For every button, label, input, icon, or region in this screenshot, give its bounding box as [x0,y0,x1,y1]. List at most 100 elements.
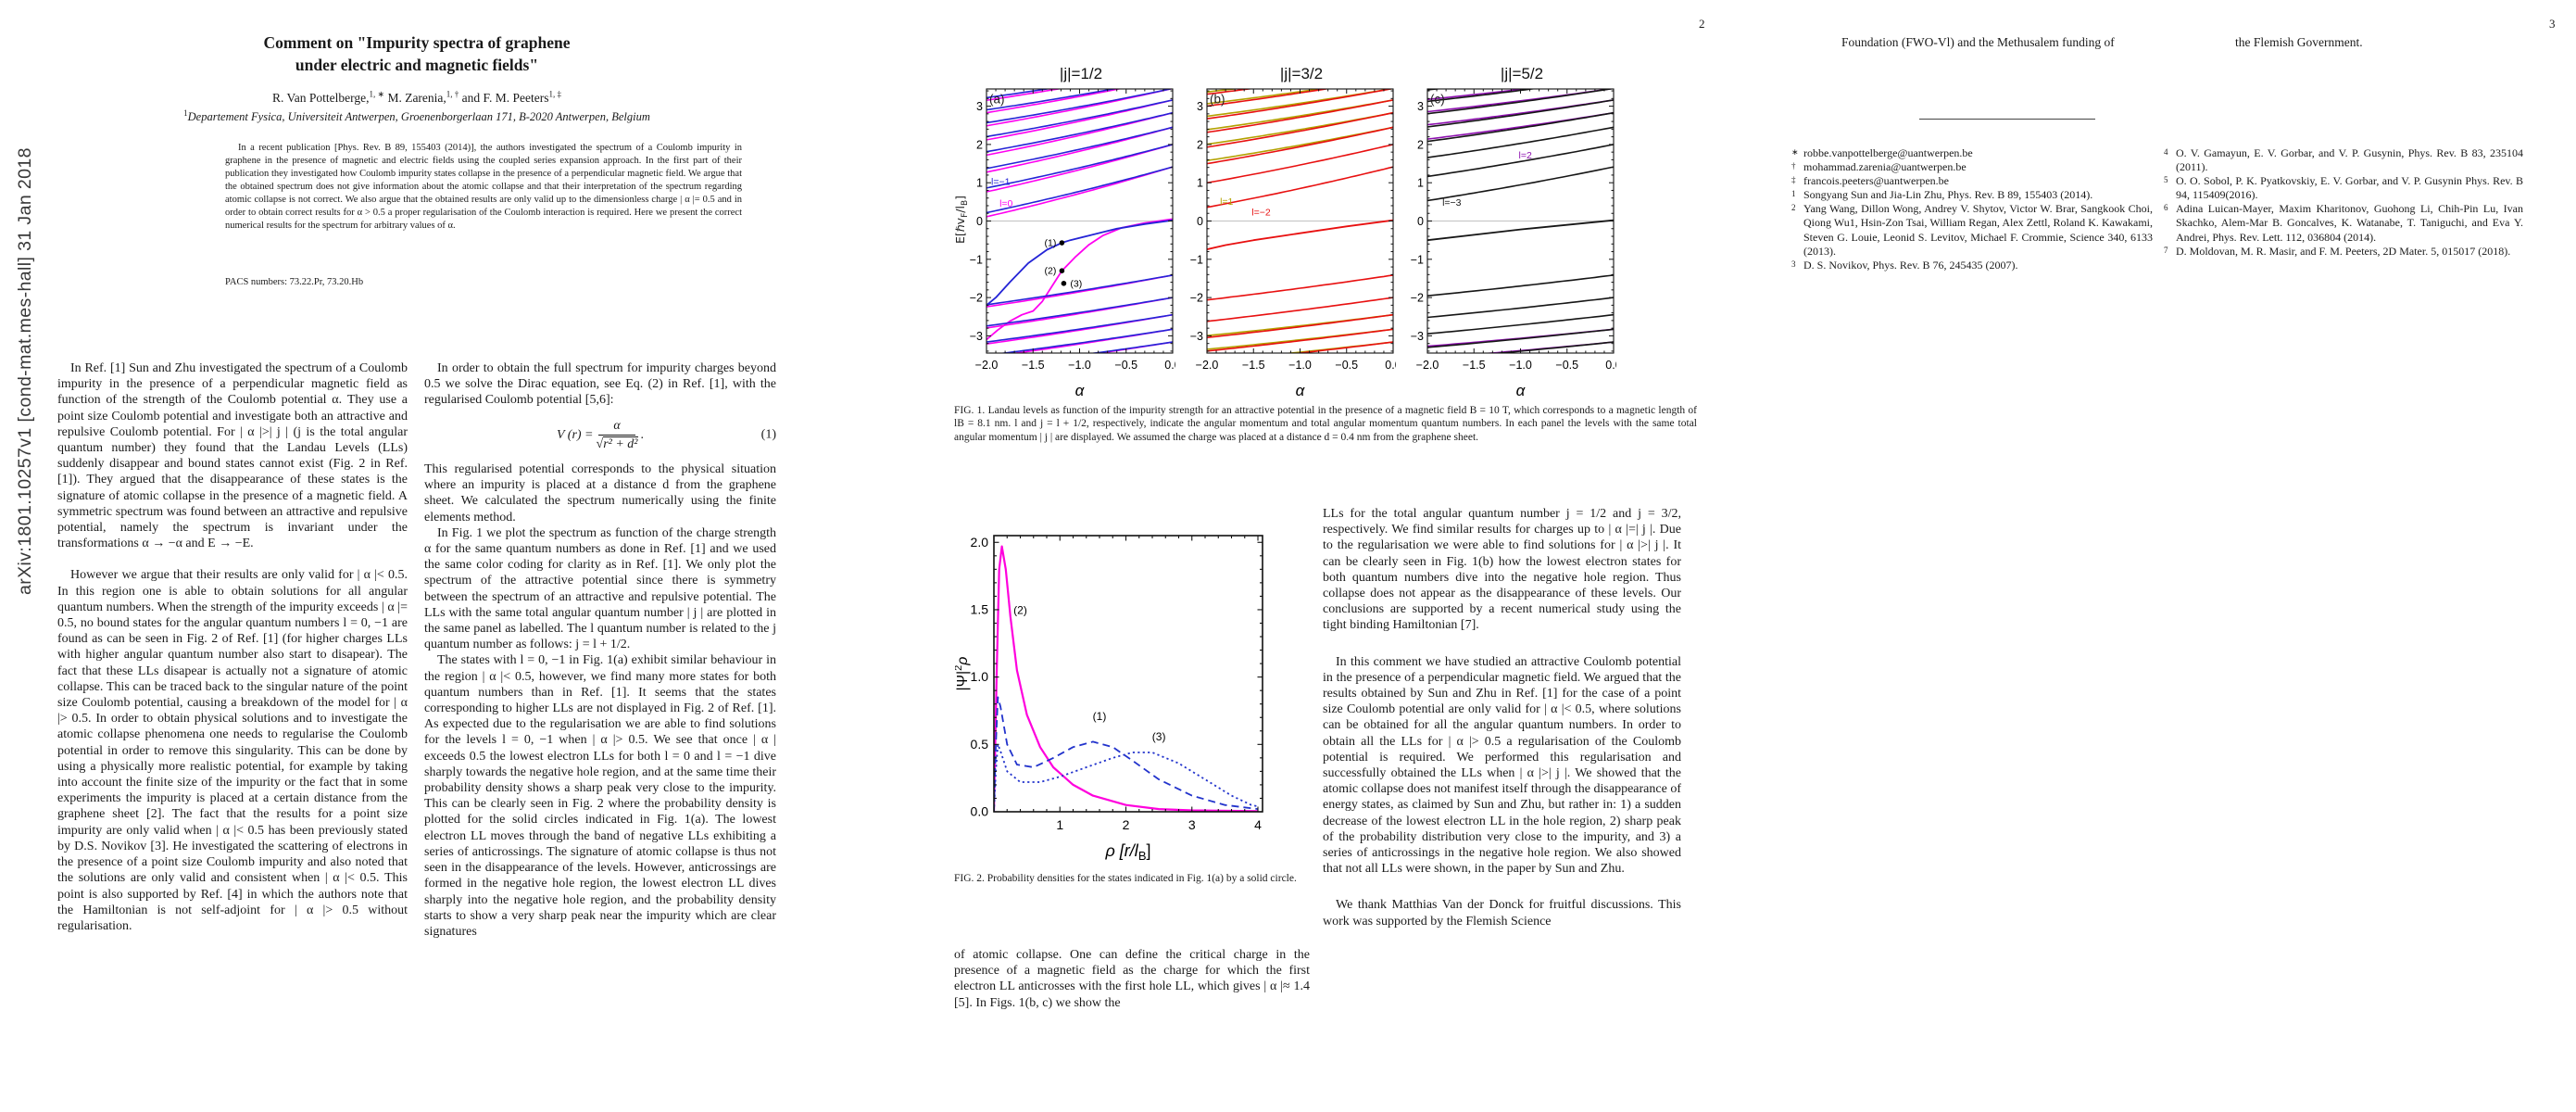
page3-text-left: Foundation (FWO-Vl) and the Methusalem f… [1841,35,2115,49]
figure-2-caption: FIG. 2. Probability densities for the st… [954,873,1297,884]
svg-text:(2): (2) [1013,603,1027,616]
svg-text:−2: −2 [1190,292,1203,305]
svg-text:4: 4 [1254,817,1262,832]
svg-text:−1.0: −1.0 [1288,359,1312,372]
svg-text:(1): (1) [1045,238,1057,249]
figure1-panel-b: |j|=3/2 −2.0 −1.5 −1.0 −0.5 0.0 −3 −2 −1 0 1 2 3 α (b… [1190,65,1396,404]
svg-text:2.0: 2.0 [971,535,989,550]
svg-text:−2: −2 [970,292,983,305]
abstract: In a recent publication [Phys. Rev. B 89… [225,143,742,231]
svg-text:−3: −3 [1411,330,1424,343]
figure1-panel-a: |j|=1/2 −2.0 −1.5 −1.0 −0.5 0.0 −3 −2 −1 0 1 2 3 α (a… [970,65,1175,404]
svg-text:0.0: 0.0 [1385,359,1396,372]
figure1-panel-c: |j|=5/2 −2.0 −1.5 −1.0 −0.5 0.0 −3 −2 −1 0 1 2 3 α (c… [1411,65,1616,404]
svg-text:−3: −3 [970,330,983,343]
svg-text:(1): (1) [1093,710,1107,723]
body-paragraph: This regularised potential corresponds t… [424,462,776,524]
svg-text:(b): (b) [1210,92,1225,106]
svg-text:−1.5: −1.5 [1242,359,1265,372]
svg-text:0: 0 [1197,215,1203,228]
svg-text:−0.5: −0.5 [1555,359,1578,372]
equation-number: (1) [760,427,776,442]
body-paragraph: The states with l = 0, −1 in Fig. 1(a) e… [424,653,776,939]
svg-text:0.0: 0.0 [1605,359,1616,372]
svg-text:−1.5: −1.5 [1463,359,1486,372]
equation-1: V (r) = α √r² + d² . (1) [424,418,776,452]
svg-text:1.5: 1.5 [971,601,989,616]
footnotes-column-right: 4 O. V. Gamayun, E. V. Gorbar, and V. P. … [2164,146,2523,259]
pacs-line: PACS numbers: 73.22.Pr, 73.20.Hb [225,277,364,287]
svg-text:(c): (c) [1430,92,1445,106]
svg-text:2: 2 [1417,138,1424,151]
svg-text:0.5: 0.5 [971,737,989,752]
equation-fraction: α √r² + d² [597,418,638,452]
svg-text:0: 0 [1417,215,1424,228]
footnotes-column-left: ∗ robbe.vanpottelberge@uantwerpen.be † moh… [1791,146,2153,272]
author-footnote-marks: 1, † [446,89,459,98]
panel-c-title: |j|=5/2 [1500,65,1544,82]
svg-text:0.0: 0.0 [1164,359,1175,372]
svg-text:(3): (3) [1070,278,1082,289]
reference-item: 3 D. S. Novikov, Phys. Rev. B 76, 245435 … [1791,258,2018,272]
svg-text:(3): (3) [1152,730,1166,743]
body-paragraph: In Fig. 1 we plot the spectrum as functi… [424,525,776,652]
author: R. Van Pottelberge,1, ∗ [272,89,385,105]
svg-text:−2.0: −2.0 [975,359,999,372]
panel-a-title: |j|=1/2 [1059,65,1103,82]
svg-text:l=2: l=2 [1518,150,1531,161]
paper-title-line1: Comment on "Impurity spectra of graphene [263,33,571,52]
svg-text:l=−2: l=−2 [1251,208,1271,219]
figure1-panel-a-chart: −2.0 −1.5 −1.0 −0.5 0.0 −3 −2 −1 0 1 2 3 α (a) l=−1 l=0… [970,88,1175,399]
svg-text:2: 2 [1197,138,1203,151]
footnote-item: ‡ francois.peeters@uantwerpen.be [1791,174,1949,188]
footnote-separator-rule [1919,119,2095,120]
svg-text:−2: −2 [1411,292,1424,305]
body-paragraph: However we argue that their results are … [57,568,408,933]
svg-text:3: 3 [976,100,983,113]
svg-text:1: 1 [1056,817,1063,832]
figure1-panel-c-chart: −2.0 −1.5 −1.0 −0.5 0.0 −3 −2 −1 0 1 2 3 α (c) l=−3 l=2 [1411,88,1616,399]
svg-text:−1.0: −1.0 [1509,359,1532,372]
svg-text:l=−1: l=−1 [991,176,1011,187]
page1-column-left: In Ref. [1] Sun and Zhu investigated the… [57,360,408,934]
reference-item: 2 Yang Wang, Dillon Wong, Andrey V. Shyto… [1791,202,2153,258]
figure1-y-axis-label: E[ℏvF/lB] [953,195,970,245]
svg-text:1.0: 1.0 [971,669,989,684]
svg-text:3: 3 [1197,100,1203,113]
equation-period: . [640,427,645,442]
svg-text:2: 2 [976,138,983,151]
svg-text:−1: −1 [1411,253,1424,266]
footnote-item: † mohammad.zarenia@uantwerpen.be [1791,160,1967,174]
reference-item: 1 Songyang Sun and Jia-Lin Zhu, Phys. Rev… [1791,188,2093,202]
affiliation: 1Departement Fysica, Universiteit Antwer… [183,108,650,124]
svg-text:−1: −1 [1190,253,1203,266]
paper-title-line2: under electric and magnetic fields" [295,56,539,74]
equation-numerator: α [598,418,635,436]
page3-text-right: the Flemish Government. [2235,35,2363,49]
svg-text:2: 2 [1123,817,1130,832]
page-number-3: 3 [2549,17,2556,31]
svg-text:−1.0: −1.0 [1068,359,1091,372]
svg-text:−1: −1 [970,253,983,266]
svg-text:−2.0: −2.0 [1196,359,1219,372]
figure1-panel-b-chart: −2.0 −1.5 −1.0 −0.5 0.0 −3 −2 −1 0 1 2 3 α (b) l=−2 l=1 [1190,88,1396,399]
equation-lhs: V (r) = [556,427,594,442]
svg-text:1: 1 [976,177,983,190]
svg-text:0.0: 0.0 [971,804,989,819]
equation-denominator: √r² + d² [596,436,638,451]
reference-item: 6 Adina Luican-Mayer, Maxim Kharitonov, G… [2164,202,2523,244]
figure-1-caption: FIG. 1. Landau levels as function of the… [954,405,1697,443]
svg-text:0: 0 [976,215,983,228]
author: and F. M. Peeters1, ‡ [461,89,561,105]
page1-column-right: In order to obtain the full spectrum for… [424,360,776,940]
body-paragraph: In Ref. [1] Sun and Zhu investigated the… [57,361,408,551]
svg-text:(a): (a) [989,92,1005,106]
svg-text:−1.5: −1.5 [1022,359,1045,372]
body-paragraph: In order to obtain the full spectrum for… [424,361,776,408]
reference-item: 4 O. V. Gamayun, E. V. Gorbar, and V. P. … [2164,146,2523,174]
body-paragraph: We thank Matthias Van der Donck for frui… [1323,898,1681,929]
svg-text:l=−3: l=−3 [1442,197,1462,208]
svg-text:3: 3 [1188,817,1196,832]
svg-text:l=0: l=0 [999,198,1012,209]
